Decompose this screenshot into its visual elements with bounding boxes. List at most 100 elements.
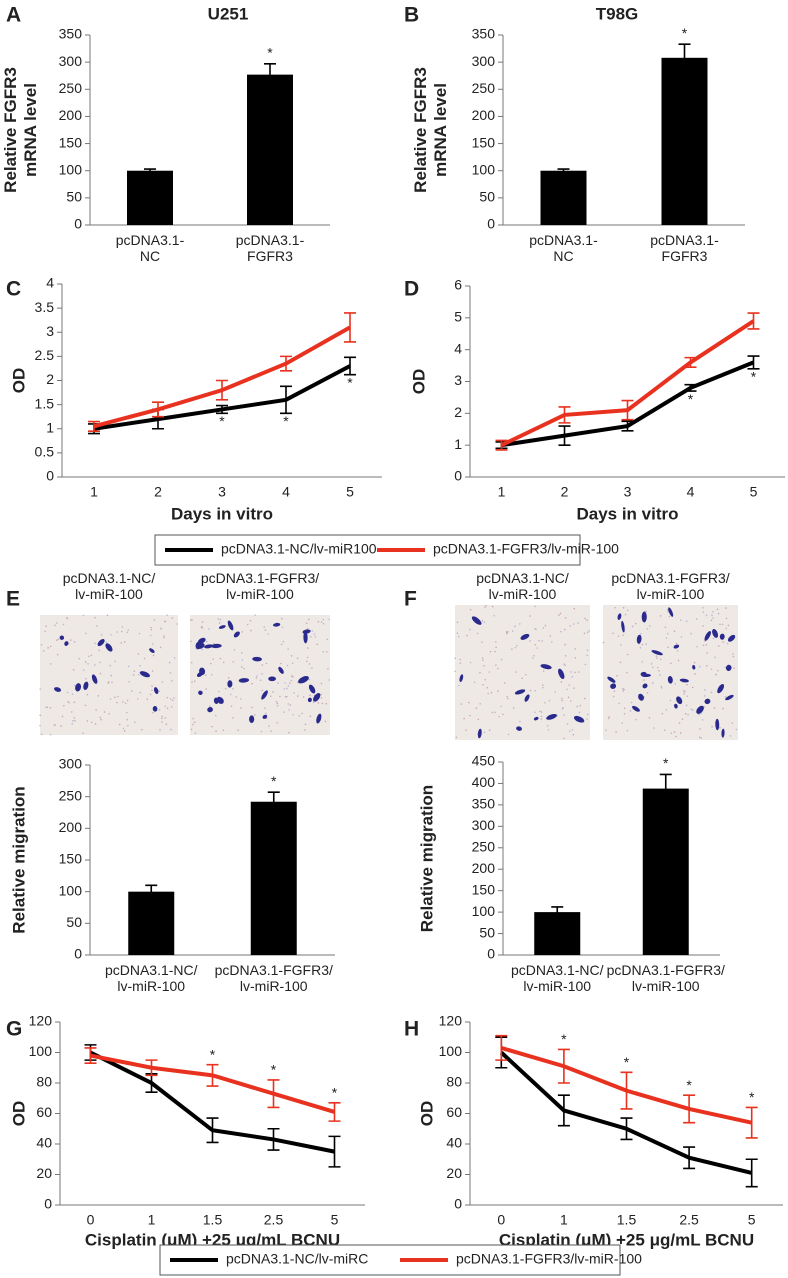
micrograph-texture bbox=[717, 645, 720, 647]
micrograph-texture bbox=[308, 663, 311, 665]
x-tick-label: 5 bbox=[750, 484, 758, 500]
micrograph-texture bbox=[108, 712, 110, 715]
micrograph-texture bbox=[484, 678, 487, 681]
micrograph-texture bbox=[284, 695, 287, 698]
micrograph-texture bbox=[141, 728, 143, 731]
micrograph-texture bbox=[645, 610, 647, 613]
micrograph-texture bbox=[130, 690, 133, 692]
micrograph-texture bbox=[531, 657, 534, 659]
micrograph-texture bbox=[457, 635, 460, 638]
micrograph-texture bbox=[507, 733, 510, 736]
micrograph-texture bbox=[118, 723, 121, 726]
micrograph-texture bbox=[548, 699, 551, 702]
micrograph-texture bbox=[491, 711, 494, 714]
y-tick-label: 4 bbox=[454, 340, 462, 356]
error-bar bbox=[745, 1106, 758, 1139]
x-tick-label: 2 bbox=[561, 484, 569, 500]
image-label: pcDNA3.1-FGFR3/lv-miR-100 bbox=[201, 570, 319, 602]
micrograph-texture bbox=[706, 652, 708, 654]
micrograph-cell bbox=[673, 644, 680, 649]
micrograph-texture bbox=[114, 696, 116, 698]
micrograph-texture bbox=[229, 693, 232, 696]
micrograph-texture bbox=[614, 606, 616, 609]
micrograph-cell bbox=[198, 690, 203, 695]
micrograph-texture bbox=[60, 725, 62, 727]
micrograph-texture bbox=[191, 619, 193, 621]
micrograph-texture bbox=[62, 623, 65, 626]
micrograph-texture bbox=[680, 636, 683, 638]
y-tick-label: 400 bbox=[472, 774, 496, 790]
y-tick-label: 5 bbox=[454, 309, 462, 325]
micrograph-texture bbox=[511, 648, 513, 651]
micrograph-texture bbox=[564, 628, 566, 631]
micrograph-texture bbox=[500, 658, 503, 661]
micrograph-texture bbox=[151, 670, 154, 672]
micrograph-texture bbox=[54, 624, 56, 626]
micrograph-texture bbox=[684, 712, 687, 715]
panel-letter: C bbox=[6, 278, 21, 301]
legend: pcDNA3.1-NC/lv-miRC pcDNA3.1-FGFR3/lv-miR… bbox=[159, 1244, 642, 1276]
significance-marker: * bbox=[663, 755, 669, 771]
micrograph-texture bbox=[97, 695, 100, 697]
panel-letter: A bbox=[6, 4, 21, 27]
micrograph-cell bbox=[316, 713, 322, 724]
micrograph-cell bbox=[249, 715, 255, 724]
micrograph-texture bbox=[675, 642, 678, 645]
micrograph-texture bbox=[126, 699, 129, 702]
micrograph-cell bbox=[632, 705, 640, 712]
error-bar bbox=[88, 420, 100, 432]
micrograph-texture bbox=[675, 735, 677, 738]
x-tick-label: 0 bbox=[497, 1212, 505, 1228]
micrograph-cell bbox=[676, 696, 683, 705]
x-tick-label: pcDNA3.1-FGFR3/lv-miR-100 bbox=[607, 962, 725, 994]
micrograph-texture bbox=[215, 714, 217, 717]
micrograph-cell bbox=[524, 694, 530, 702]
y-tick-label: 120 bbox=[439, 1013, 463, 1029]
micrograph-texture bbox=[690, 708, 693, 710]
micrograph-texture bbox=[643, 679, 645, 681]
micrograph-texture bbox=[286, 664, 289, 667]
micrograph-cell bbox=[558, 668, 565, 680]
micrograph-texture bbox=[458, 684, 460, 687]
micrograph-texture bbox=[86, 693, 89, 696]
micrograph-texture bbox=[626, 729, 629, 732]
micrograph-cell bbox=[725, 664, 732, 671]
micrograph-texture bbox=[564, 617, 567, 619]
micrograph-texture bbox=[660, 685, 663, 688]
micrograph-texture bbox=[572, 733, 575, 736]
micrograph-texture bbox=[90, 654, 93, 657]
micrograph-texture bbox=[706, 665, 708, 667]
micrograph-texture bbox=[465, 729, 467, 731]
micrograph-texture bbox=[222, 661, 225, 664]
micrograph-texture bbox=[568, 684, 571, 686]
micrograph-cell bbox=[651, 650, 663, 656]
micrograph-texture bbox=[127, 665, 130, 668]
micrograph-texture bbox=[684, 690, 686, 693]
micrograph-texture bbox=[85, 677, 87, 680]
micrograph-texture bbox=[686, 683, 688, 686]
micrograph-texture bbox=[712, 610, 714, 613]
micrograph-texture bbox=[481, 657, 484, 659]
micrograph-texture bbox=[168, 661, 171, 664]
micrograph-texture bbox=[192, 723, 194, 726]
micrograph-texture bbox=[519, 623, 521, 625]
micrograph-texture bbox=[66, 691, 69, 694]
micrograph-texture bbox=[698, 665, 701, 668]
micrograph-texture bbox=[547, 728, 550, 731]
micrograph-texture bbox=[71, 722, 73, 725]
micrograph-texture bbox=[57, 638, 60, 641]
micrograph-texture bbox=[166, 707, 169, 710]
micrograph-texture bbox=[215, 730, 217, 733]
micrograph-texture bbox=[116, 701, 118, 704]
micrograph-cell bbox=[641, 611, 647, 623]
micrograph-texture bbox=[103, 711, 106, 713]
micrograph-texture bbox=[627, 609, 629, 612]
micrograph-texture bbox=[483, 664, 485, 667]
micrograph-texture bbox=[194, 732, 197, 734]
micrograph-cell bbox=[298, 676, 309, 684]
micrograph-texture bbox=[673, 731, 676, 733]
y-tick-label: 250 bbox=[472, 838, 496, 854]
micrograph-texture bbox=[731, 722, 734, 724]
bar bbox=[128, 891, 175, 955]
micrograph-texture bbox=[551, 641, 553, 643]
